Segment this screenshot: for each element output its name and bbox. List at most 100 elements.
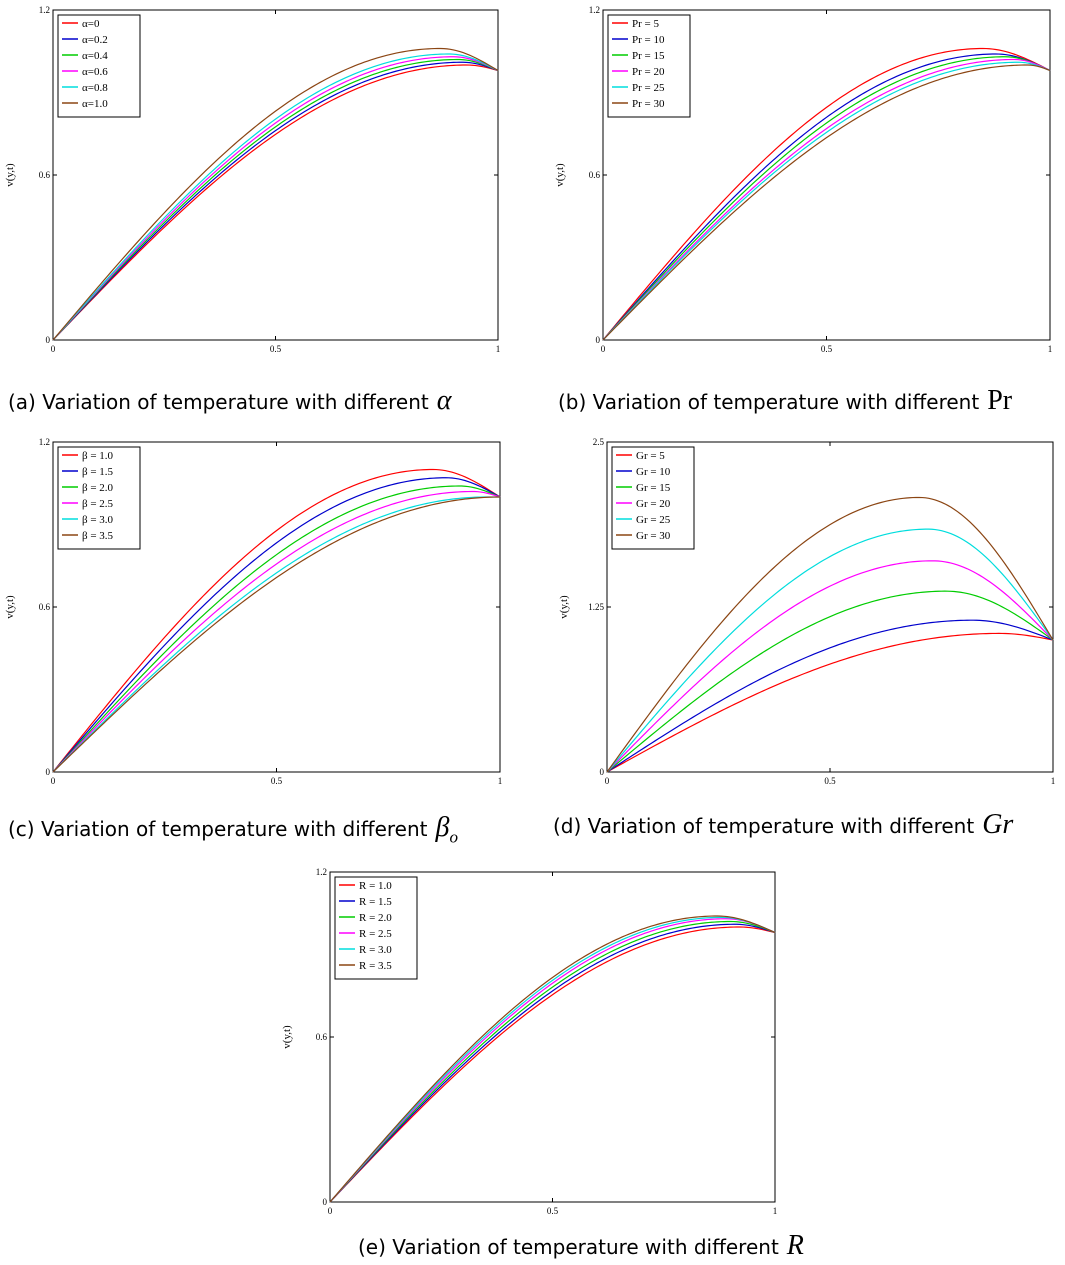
legend-box xyxy=(57,446,141,550)
caption-d-text: (d) Variation of temperature with differ… xyxy=(553,814,975,838)
series-line xyxy=(52,496,501,773)
series-line xyxy=(329,915,776,1203)
y-tick-label: 0 xyxy=(596,335,601,345)
chart-panel-c: 0 0.6 1.2 0 0.5 1 v(y,t) β = 1.0 β = 1.5 β = 2.0 β… xyxy=(0,432,510,792)
caption-c-symbol-sub: o xyxy=(449,827,458,847)
chart-panel-e: 0 0.6 1.2 0 0.5 1 v(y,t) R = 1.0 R = 1.5 R = 2.0 R… xyxy=(275,862,785,1222)
caption-e: (e) Variation of temperature with differ… xyxy=(358,1230,804,1262)
caption-d: (d) Variation of temperature with differ… xyxy=(553,809,1013,841)
series-line xyxy=(606,528,1054,773)
x-tick-label: 1 xyxy=(773,1206,778,1216)
legend-label: Pr = 20 xyxy=(632,66,665,78)
y-axis-label: v(y,t) xyxy=(4,595,16,619)
x-tick-label: 1 xyxy=(496,344,501,354)
legend-box xyxy=(334,876,418,980)
legend-box xyxy=(57,14,141,118)
series-line xyxy=(602,64,1051,341)
x-tick-label: 1 xyxy=(498,776,503,786)
y-tick-label: 0.6 xyxy=(589,170,601,180)
y-tick-label: 0 xyxy=(323,1197,328,1207)
series-line xyxy=(602,58,1051,341)
series-line xyxy=(52,53,499,341)
legend-label: Gr = 25 xyxy=(636,514,671,526)
legend-label: α=0 xyxy=(82,18,100,30)
chart-panel-b: 0 0.6 1.2 0 0.5 1 v(y,t) Pr = 5 Pr = 10 Pr = 15 Pr… xyxy=(550,0,1060,360)
legend-label: β = 3.5 xyxy=(82,530,114,542)
caption-b: (b) Variation of temperature with differ… xyxy=(558,385,1012,417)
caption-e-text: (e) Variation of temperature with differ… xyxy=(358,1235,779,1259)
legend-label: Pr = 5 xyxy=(632,18,659,30)
y-tick-label: 0.6 xyxy=(39,602,51,612)
series-line xyxy=(602,56,1051,341)
series-line xyxy=(52,61,499,341)
chart-a: 0 0.6 1.2 0 0.5 1 v(y,t) α=0 α=0.2 α=0.4 α=0.6 α=0.… xyxy=(4,5,501,354)
caption-e-symbol: R xyxy=(786,1230,804,1261)
legend-label: R = 2.0 xyxy=(359,912,392,924)
x-tick-label: 0.5 xyxy=(270,344,282,354)
series-line xyxy=(329,920,776,1203)
series-line xyxy=(606,496,1054,773)
chart-b: 0 0.6 1.2 0 0.5 1 v(y,t) Pr = 5 Pr = 10 Pr = 15 Pr… xyxy=(554,5,1053,354)
x-tick-label: 0 xyxy=(51,344,56,354)
caption-c: (c) Variation of temperature with differ… xyxy=(8,812,458,848)
series-line xyxy=(52,468,501,773)
legend-label: R = 3.5 xyxy=(359,960,392,972)
caption-d-symbol: Gr xyxy=(982,809,1014,840)
legend-label: Gr = 15 xyxy=(636,482,671,494)
y-axis-label: v(y,t) xyxy=(558,595,570,619)
series-line xyxy=(606,560,1054,773)
caption-c-symbol-main: β xyxy=(435,812,450,843)
chart-panel-d: 0 1.25 2.5 0 0.5 1 v(y,t) Gr = 5 Gr = 10 Gr = 15 G… xyxy=(550,432,1065,792)
caption-c-symbol: βo xyxy=(435,812,457,847)
series-line xyxy=(52,47,499,341)
x-tick-label: 0 xyxy=(601,344,606,354)
x-tick-label: 0.5 xyxy=(824,776,836,786)
y-tick-label: 1.2 xyxy=(589,5,600,15)
x-tick-label: 0.5 xyxy=(821,344,833,354)
y-axis-label: v(y,t) xyxy=(4,163,16,187)
series-line xyxy=(52,477,501,773)
caption-a: (a) Variation of temperature with differ… xyxy=(8,385,451,417)
legend-label: α=0.4 xyxy=(82,50,108,62)
series-line xyxy=(52,64,499,341)
legend-label: α=1.0 xyxy=(82,98,108,110)
series-line xyxy=(602,53,1051,341)
series-line xyxy=(602,61,1051,341)
legend-label: Pr = 30 xyxy=(632,98,665,110)
legend-label: Gr = 10 xyxy=(636,466,671,478)
y-tick-label: 2.5 xyxy=(593,437,605,447)
y-tick-label: 0 xyxy=(46,335,51,345)
x-tick-label: 1 xyxy=(1048,344,1053,354)
legend-label: R = 1.5 xyxy=(359,896,392,908)
y-tick-label: 1.2 xyxy=(39,5,50,15)
x-tick-label: 0.5 xyxy=(547,1206,559,1216)
series-line xyxy=(52,56,499,341)
caption-a-symbol: α xyxy=(436,385,452,416)
legend-label: α=0.8 xyxy=(82,82,108,94)
series-line xyxy=(329,918,776,1203)
legend-label: R = 2.5 xyxy=(359,928,392,940)
y-axis-label: v(y,t) xyxy=(281,1025,293,1049)
legend-label: β = 2.0 xyxy=(82,482,114,494)
y-tick-label: 0 xyxy=(46,767,51,777)
series-line xyxy=(329,923,776,1203)
series-line xyxy=(52,58,499,341)
series-line xyxy=(52,496,500,773)
y-axis-label: v(y,t) xyxy=(554,163,566,187)
chart-e: 0 0.6 1.2 0 0.5 1 v(y,t) R = 1.0 R = 1.5 R = 2.0 R… xyxy=(281,867,778,1216)
y-tick-label: 0.6 xyxy=(316,1032,328,1042)
caption-c-text: (c) Variation of temperature with differ… xyxy=(8,817,428,841)
legend-label: Gr = 5 xyxy=(636,450,665,462)
legend-label: α=0.2 xyxy=(82,34,108,46)
legend-box xyxy=(611,446,695,550)
y-tick-label: 1.2 xyxy=(39,437,50,447)
y-tick-label: 1.2 xyxy=(316,867,327,877)
series-line xyxy=(52,485,501,773)
legend-label: β = 1.0 xyxy=(82,450,114,462)
chart-panel-a: 0 0.6 1.2 0 0.5 1 v(y,t) α=0 α=0.2 α=0.4 α=0.6 α=0.… xyxy=(0,0,510,360)
caption-b-text: (b) Variation of temperature with differ… xyxy=(558,390,980,414)
series-line xyxy=(606,632,1054,773)
legend-label: β = 1.5 xyxy=(82,466,114,478)
series-line xyxy=(606,590,1054,773)
series-line xyxy=(329,926,776,1203)
